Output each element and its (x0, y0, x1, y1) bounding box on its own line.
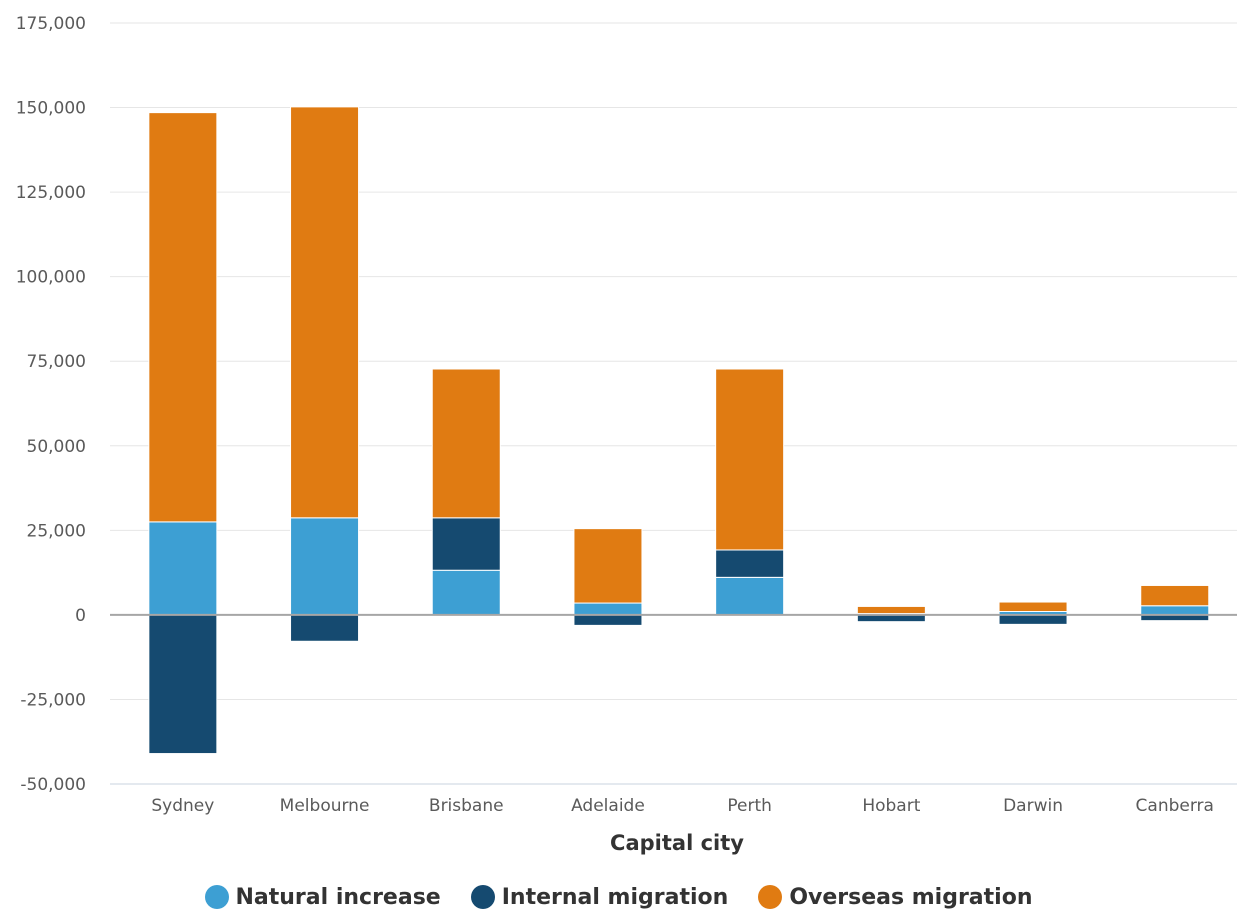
bar-overseas-migration-darwin[interactable] (998, 601, 1068, 613)
bar-overseas-migration-brisbane[interactable] (431, 368, 501, 519)
y-tick-label: 25,000 (27, 521, 86, 541)
x-tick-label-hobart: Hobart (862, 796, 920, 816)
y-tick-label: 175,000 (16, 14, 86, 34)
bar-natural-increase-melbourne[interactable] (290, 517, 360, 616)
bar-overseas-migration-adelaide[interactable] (573, 528, 643, 604)
bar-overseas-migration-perth[interactable] (715, 368, 785, 551)
legend-swatch (470, 885, 495, 909)
y-tick-label: -25,000 (20, 690, 86, 710)
bar-overseas-migration-melbourne[interactable] (290, 106, 360, 519)
legend-swatch (758, 885, 783, 909)
x-tick-label-darwin: Darwin (1003, 796, 1063, 816)
x-tick-label-canberra: Canberra (1136, 796, 1214, 816)
bar-internal-migration-sydney[interactable] (148, 614, 218, 755)
x-axis-tick-labels: Sydney Melbourne Brisbane Adelaide Perth Hoba… (151, 796, 1214, 816)
legend-item-natural-increase[interactable]: Natural increase (204, 884, 441, 910)
legend-swatch (204, 885, 229, 909)
x-tick-label-adelaide: Adelaide (571, 796, 645, 816)
gridlines (110, 22, 1237, 785)
legend-label: Overseas migration (789, 884, 1033, 910)
bar-internal-migration-perth[interactable] (715, 549, 785, 578)
y-tick-label: 100,000 (16, 268, 86, 288)
bar-internal-migration-adelaide[interactable] (573, 614, 643, 626)
stacked-bar-chart: -50,000 -25,000 0 25,000 50,000 75,000 100,000… (16, 14, 1237, 855)
y-axis-tick-labels: -50,000 -25,000 0 25,000 50,000 75,000 100,000… (16, 14, 86, 795)
y-tick-label: 125,000 (16, 183, 86, 203)
y-tick-label: 75,000 (27, 352, 86, 372)
legend-label: Internal migration (501, 884, 729, 910)
bar-natural-increase-canberra[interactable] (1140, 605, 1210, 616)
legend: Natural increase Internal migration Overse… (0, 878, 1237, 916)
bar-natural-increase-brisbane[interactable] (431, 569, 501, 616)
bar-overseas-migration-sydney[interactable] (148, 112, 218, 523)
y-tick-label: 50,000 (27, 437, 86, 457)
bars (148, 106, 1210, 755)
bar-internal-migration-hobart[interactable] (856, 614, 926, 623)
y-tick-label: 0 (75, 606, 86, 626)
bar-overseas-migration-canberra[interactable] (1140, 584, 1210, 607)
bar-internal-migration-melbourne[interactable] (290, 614, 360, 642)
bar-overseas-migration-hobart[interactable] (856, 605, 926, 615)
x-tick-label-perth: Perth (727, 796, 772, 816)
bar-natural-increase-perth[interactable] (715, 576, 785, 616)
y-tick-label: -50,000 (20, 775, 86, 795)
legend-item-overseas-migration[interactable]: Overseas migration (758, 885, 1032, 910)
legend-item-internal-migration[interactable]: Internal migration (470, 884, 729, 910)
x-tick-label-melbourne: Melbourne (280, 796, 370, 816)
x-tick-label-brisbane: Brisbane (429, 796, 504, 816)
x-tick-label-sydney: Sydney (151, 796, 214, 816)
bar-internal-migration-darwin[interactable] (998, 614, 1068, 625)
x-axis-title: Capital city (610, 831, 744, 855)
bar-natural-increase-sydney[interactable] (148, 521, 218, 616)
y-tick-label: 150,000 (16, 99, 86, 119)
bar-internal-migration-brisbane[interactable] (431, 517, 501, 571)
legend-label: Natural increase (235, 884, 441, 910)
bar-natural-increase-adelaide[interactable] (573, 602, 643, 616)
